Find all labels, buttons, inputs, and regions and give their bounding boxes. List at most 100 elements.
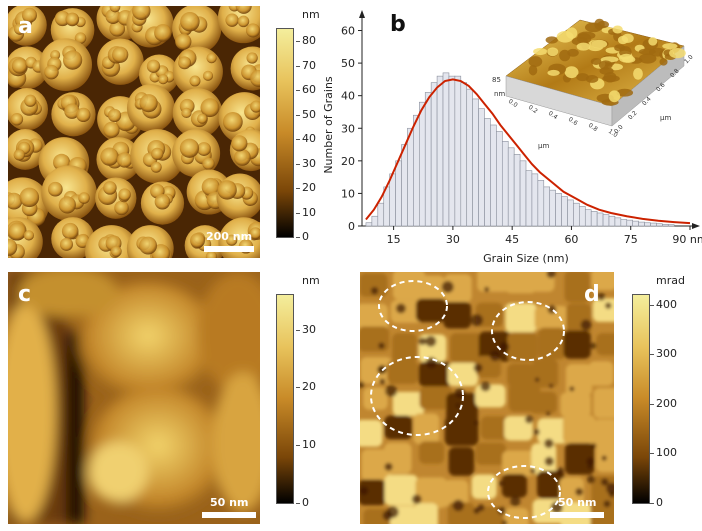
x-tick-label: 90 nm xyxy=(672,233,702,246)
scale-bar-d xyxy=(550,512,604,518)
colorbar-tick-mark-c xyxy=(296,503,300,504)
inset-z-unit: nm xyxy=(494,90,506,98)
histogram-bar xyxy=(454,75,462,227)
colorbar-tick-mark-c xyxy=(296,329,300,331)
y-tick-label: 50 xyxy=(341,57,355,70)
afm-topography-image-c xyxy=(8,272,260,524)
panel-d: d 50 nm xyxy=(360,272,614,524)
colorbar-tick-c: 0 xyxy=(302,496,309,509)
colorbar-tick-mark-a xyxy=(296,188,300,190)
colorbar-d xyxy=(632,294,650,504)
histogram-bar xyxy=(644,222,651,227)
histogram-bar xyxy=(561,196,568,227)
histogram-bar xyxy=(579,206,586,227)
histogram-bar xyxy=(555,193,562,227)
histogram-bar xyxy=(573,202,580,227)
panel-label-a: a xyxy=(18,14,33,39)
histogram-bar xyxy=(407,127,414,227)
colorbar-unit-c: nm xyxy=(302,274,320,287)
histogram-bar xyxy=(436,75,444,227)
y-tick-label: 30 xyxy=(341,122,355,135)
y-tick-label: 60 xyxy=(341,25,355,38)
histogram-bar xyxy=(365,222,373,227)
colorbar-tick-mark-a xyxy=(296,139,300,141)
histogram-bar xyxy=(537,180,545,227)
y-axis-arrow xyxy=(359,10,365,18)
histogram-bar xyxy=(442,72,450,227)
colorbar-tick-mark-d xyxy=(650,354,654,356)
colorbar-tick-mark-c xyxy=(296,445,300,447)
y-tick-label: 0 xyxy=(348,220,355,233)
histogram-bar xyxy=(531,173,539,227)
histogram-bar xyxy=(614,217,622,227)
histogram-bar xyxy=(371,215,379,227)
y-axis-label: Number of Grains xyxy=(322,76,335,174)
histogram-bar xyxy=(638,221,645,227)
inset-z-label: 85 xyxy=(492,76,501,84)
x-tick-label: 45 xyxy=(505,233,519,246)
colorbar-tick-mark-a xyxy=(296,41,300,43)
panel-label-c: c xyxy=(18,282,32,307)
y-tick-label: 20 xyxy=(341,155,355,168)
histogram-bar xyxy=(602,214,610,227)
colorbar-tick-a: 60 xyxy=(302,83,316,97)
colorbar-tick-mark-d xyxy=(650,503,654,504)
histogram-bar xyxy=(656,223,663,227)
scale-bar-label-a: 200 nm xyxy=(206,230,253,243)
histogram-bar xyxy=(632,220,639,227)
colorbar-tick-a: 0 xyxy=(302,230,309,243)
highlight-circle-3 xyxy=(370,356,464,436)
panel-label-b: b xyxy=(390,12,406,37)
colorbar-tick-d: 0 xyxy=(656,496,663,509)
afm-topography-image-a xyxy=(8,6,260,258)
histogram-bar xyxy=(584,209,592,227)
inset-3d-topography: 85 nm μm μm 0.0 0.2 0.4 0.6 0.8 1.0 1.0 0.8 0.6 0… xyxy=(484,6,700,166)
colorbar-tick-mark-a xyxy=(296,212,300,214)
colorbar-tick-a: 20 xyxy=(302,181,316,195)
histogram-bar xyxy=(472,98,479,227)
panel-a: a 200 nm xyxy=(8,6,260,258)
colorbar-tick-a: 30 xyxy=(302,156,316,170)
colorbar-tick-mark-c xyxy=(296,387,300,389)
scale-bar-label-d: 50 nm xyxy=(558,496,597,509)
scale-bar-label-c: 50 nm xyxy=(210,496,249,509)
x-axis-label: Grain Size (nm) xyxy=(483,252,569,265)
scale-bar-a xyxy=(204,246,254,252)
histogram-bar xyxy=(395,160,402,227)
y-tick-label: 10 xyxy=(341,187,355,200)
colorbar-tick-a: 80 xyxy=(302,34,316,48)
inset-axis-unit-left: μm xyxy=(538,142,550,150)
colorbar-unit-a: nm xyxy=(302,8,320,21)
histogram-bar xyxy=(424,92,432,227)
inset-axis-unit-right: μm xyxy=(660,114,672,122)
panel-label-d: d xyxy=(584,282,600,307)
colorbar-tick-mark-a xyxy=(296,163,300,165)
colorbar-tick-a: 10 xyxy=(302,205,316,219)
colorbar-tick-c: 30 xyxy=(302,322,316,336)
histogram-bar xyxy=(401,144,408,227)
colorbar-tick-mark-d xyxy=(650,403,654,405)
histogram-bar xyxy=(662,224,669,227)
histogram-bar xyxy=(590,211,598,227)
histogram-bar xyxy=(667,224,675,227)
x-tick-label: 75 xyxy=(624,233,638,246)
colorbar-tick-d: 400 xyxy=(656,297,677,311)
histogram-bar xyxy=(567,199,574,227)
histogram-bar xyxy=(519,160,527,227)
colorbar-tick-d: 300 xyxy=(656,347,677,361)
histogram-bar xyxy=(620,219,628,227)
histogram-bar xyxy=(626,219,633,227)
highlight-circle-4 xyxy=(487,465,561,519)
y-tick-label: 40 xyxy=(341,90,355,103)
colorbar-tick-mark-d xyxy=(650,453,654,455)
colorbar-tick-a: 50 xyxy=(302,107,316,121)
histogram-bar xyxy=(430,82,438,227)
colorbar-tick-a: 70 xyxy=(302,58,316,72)
histogram-bar xyxy=(596,212,604,227)
panel-c: c 50 nm xyxy=(8,272,260,524)
highlight-circle-1 xyxy=(378,280,448,332)
x-axis-arrow xyxy=(692,223,700,229)
highlight-circle-2 xyxy=(491,301,565,361)
x-tick-label: 15 xyxy=(387,233,401,246)
histogram-bar xyxy=(419,101,426,227)
